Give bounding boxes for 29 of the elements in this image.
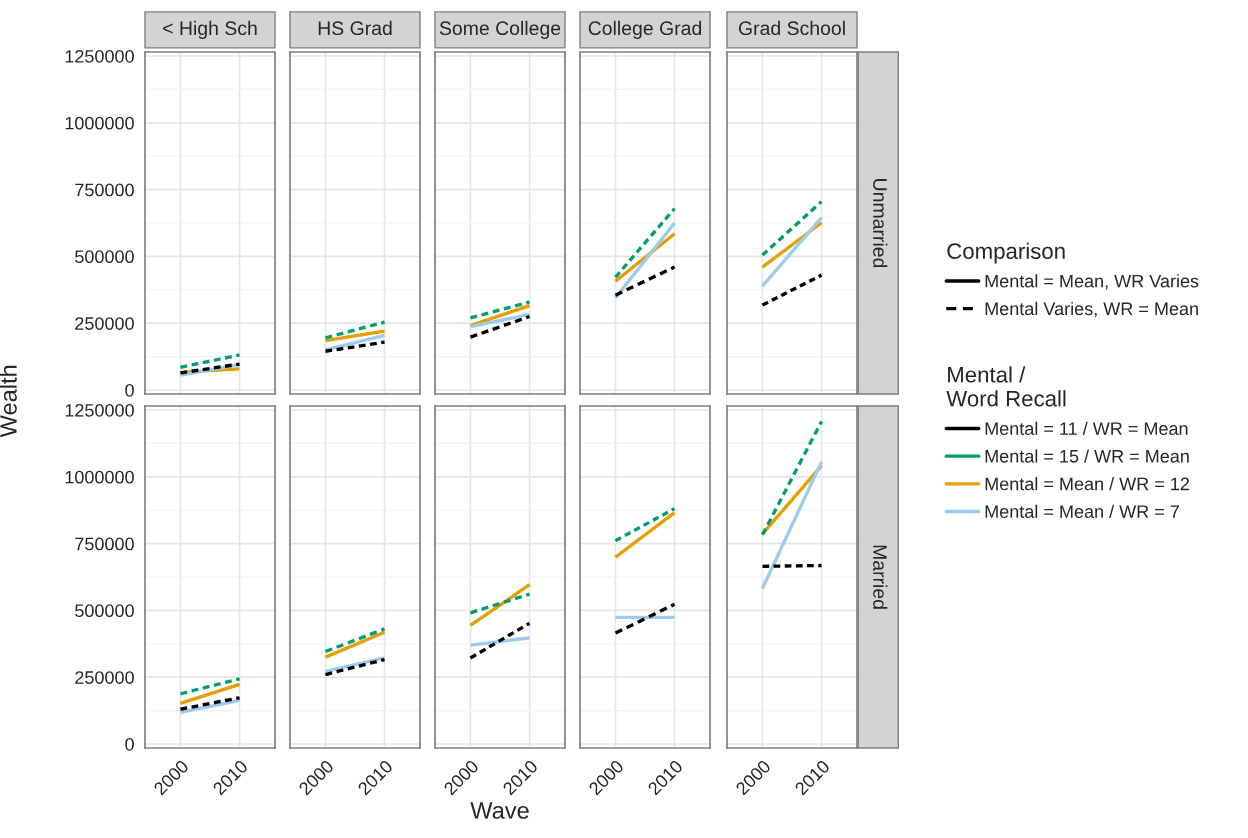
y-tick-label: 250000 [75, 671, 134, 684]
legend-label: Mental = Mean / WR = 12 [985, 477, 1189, 491]
y2-axis-title: Unmarried [873, 179, 888, 268]
y-tick-label: 750000 [75, 183, 134, 197]
legend-label: Mental = Mean / WR = 7 [985, 504, 1179, 518]
legend-label: Mental = 15 / WR = Mean [985, 449, 1189, 463]
chart-title: College Grad [588, 20, 702, 39]
y-tick-label: 250000 [75, 317, 134, 330]
y-tick-label: 750000 [75, 537, 134, 551]
x-axis-title: Wave [470, 802, 529, 819]
y-tick-label: 1250000 [65, 403, 134, 417]
legend-title: Mental / Word Recall [946, 366, 1066, 407]
y-tick-label: 500000 [75, 250, 134, 264]
y-axis-title: Wealth [0, 365, 17, 438]
y-tick-label: 1000000 [65, 470, 134, 484]
chart-title: HS Grad [318, 20, 392, 36]
chart-title: < High Sch [163, 20, 257, 39]
legend-label: Mental = 11 / WR = Mean [985, 421, 1188, 435]
chart-title: Some College [439, 20, 561, 39]
y-tick-label: 0 [125, 737, 134, 751]
y-tick-label: 500000 [75, 604, 134, 618]
y-tick-label: 1250000 [65, 49, 134, 63]
text: Mental = Mean, WR Varies [985, 274, 1199, 290]
y2-axis-title: Married [873, 545, 888, 609]
y-tick-label: 0 [125, 383, 134, 397]
text: Comparison [947, 242, 1065, 264]
text: Mental Varies, WR = Mean [985, 301, 1198, 318]
chart-title: Grad School [738, 20, 845, 36]
y-tick-label: 1000000 [65, 116, 134, 130]
